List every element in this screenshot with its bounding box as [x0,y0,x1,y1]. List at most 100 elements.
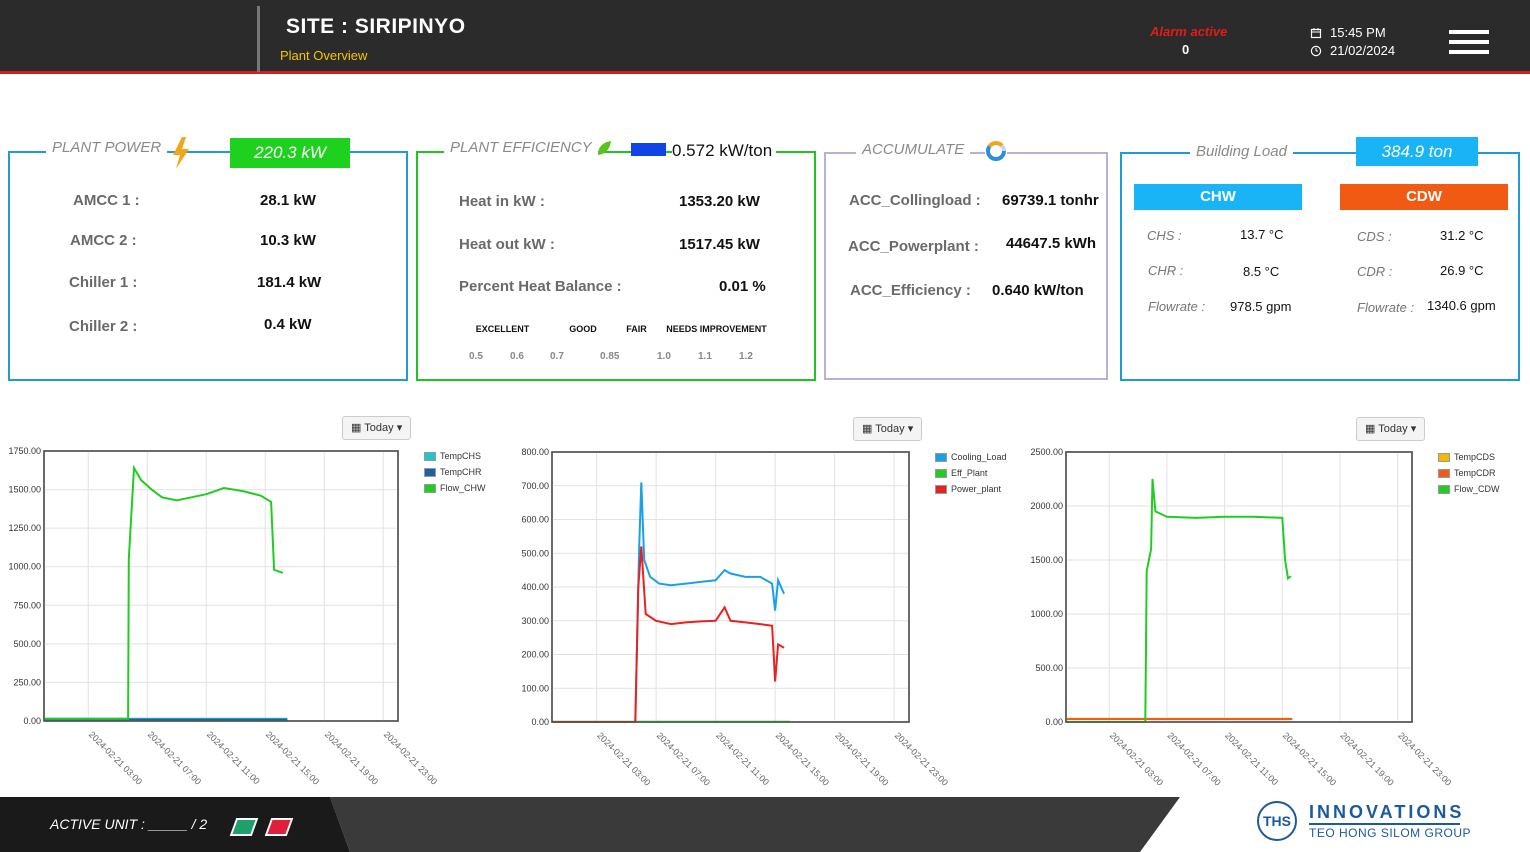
y-tick-label: 600.00 [521,515,549,525]
legend-swatch [424,483,436,493]
x-tick-label: 2024-02-21 11:00 [1223,730,1280,787]
legend-item[interactable]: Cooling_Load [935,452,1007,462]
legend-swatch [935,468,947,478]
leaf-icon [598,141,611,155]
power-row-label: AMCC 1 : [73,192,140,209]
legend-item[interactable]: Eff_Plant [935,468,1007,478]
legend-label: Cooling_Load [951,452,1007,462]
chart2-legend: Cooling_Load Eff_Plant Power_plant [935,452,1007,500]
x-tick-label: 2024-02-21 23:00 [893,730,950,787]
current-date: 21/02/2024 [1330,43,1396,58]
power-row-label: Chiller 2 : [69,318,138,335]
accumulate-row-label: ACC_Powerplant : [848,238,979,255]
power-row-value: 28.1 kW [260,192,316,209]
legend-swatch [1438,468,1450,478]
y-tick-label: 0.00 [531,717,549,727]
y-tick-label: 1500.00 [1030,555,1063,565]
calendar-icon: ▦ [862,423,873,435]
y-tick-label: 800.00 [521,447,549,457]
accumulate-row-label: ACC_Collingload : [849,192,981,209]
x-tick-label: 2024-02-21 23:00 [382,729,439,786]
legend-item[interactable]: Flow_CDW [1438,484,1500,494]
accumulate-panel [824,152,1108,380]
legend-label: Eff_Plant [951,468,988,478]
x-tick-label: 2024-02-21 15:00 [774,730,831,787]
legend-item[interactable]: TempCDS [1438,452,1500,462]
x-tick-label: 2024-02-21 19:00 [323,729,380,786]
legend-label: Flow_CHW [440,483,486,493]
y-tick-label: 0.00 [1045,717,1063,727]
y-tick-label: 400.00 [521,582,549,592]
efficiency-row-value: 1517.45 kW [679,236,760,253]
x-tick-label: 2024-02-21 03:00 [595,730,652,787]
chart-chw: 0.00 250.00 500.00 750.00 1000.00 1250.00 1500… [8,446,439,787]
range-label: Today [875,423,905,435]
menu-bar [1449,30,1489,34]
x-tick-label: 2024-02-21 03:00 [87,729,144,786]
legend-label: TempCHS [440,451,482,461]
x-tick-label: 2024-02-21 11:00 [714,730,771,787]
site-title: SITE : SIRIPINYO [286,15,466,38]
y-tick-label: 1750.00 [8,446,41,456]
power-row-value: 181.4 kW [257,274,322,291]
alarm-label[interactable]: Alarm active [1150,24,1228,39]
ths-logo-icon: THS [1257,801,1297,841]
time-row: 15:45 PM [1310,25,1386,40]
legend-swatch [1438,484,1450,494]
legend-item[interactable]: TempCDR [1438,468,1500,478]
chart2-range-button[interactable]: ▦ Today ▾ [853,417,923,441]
accumulate-row-value: 69739.1 tonhr [1002,192,1099,209]
accumulate-row-label: ACC_Efficiency : [850,282,971,299]
scale-tick: 0.7 [550,351,564,362]
y-tick-label: 1000.00 [8,562,41,572]
cdw-row-label: Flowrate : [1357,300,1415,315]
x-tick-label: 2024-02-21 19:00 [833,730,890,787]
series-line-power-plant [552,546,785,723]
y-tick-label: 2500.00 [1030,447,1063,457]
scale-segment-good: GOOD [569,324,597,334]
y-tick-label: 300.00 [521,616,549,626]
legend-swatch [935,452,947,462]
x-tick-label: 2024-02-21 19:00 [1339,730,1396,787]
current-time: 15:45 PM [1330,25,1386,40]
chart3-legend: TempCDS TempCDR Flow_CDW [1438,452,1500,500]
scale-tick: 0.85 [600,351,620,362]
caret-down-icon: ▾ [907,423,914,435]
legend-label: Flow_CDW [1454,484,1500,494]
y-tick-label: 1500.00 [8,485,41,495]
plant-efficiency-value: 0.572 kW/ton [672,141,777,161]
legend-item[interactable]: TempCHS [424,451,486,461]
y-tick-label: 500.00 [13,639,41,649]
series-line-flow-cdw [1066,478,1292,723]
range-label: Today [1378,423,1408,435]
y-tick-label: 750.00 [13,600,41,610]
calendar-icon [1310,27,1322,38]
legend-item[interactable]: Power_plant [935,484,1007,494]
building-load-panel [1120,152,1520,381]
chart1-range-button[interactable]: ▦ Today ▾ [342,416,412,440]
plot-area [1065,451,1413,723]
footer-bar [0,797,1180,852]
power-row-value: 0.4 kW [264,316,312,333]
legend-swatch [935,484,947,494]
y-tick-label: 250.00 [13,677,41,687]
caret-down-icon: ▾ [396,422,403,434]
logo-subtitle: TEO HONG SILOM GROUP [1309,826,1472,840]
y-tick-label: 200.00 [521,650,549,660]
y-tick-label: 500.00 [1035,663,1063,673]
efficiency-color-indicator [631,143,666,156]
hamburger-menu-button[interactable] [1449,30,1489,58]
alarm-count: 0 [1182,42,1190,57]
chart-cdw: 0.00 500.00 1000.00 1500.00 2000.00 2500.00 20… [1030,447,1453,788]
power-row-value: 10.3 kW [260,232,316,249]
chart3-range-button[interactable]: ▦ Today ▾ [1356,417,1426,441]
legend-item[interactable]: Flow_CHW [424,483,486,493]
efficiency-row-label: Heat out kW : [459,236,555,253]
plant-power-total: 220.3 kW [230,138,350,168]
legend-item[interactable]: TempCHR [424,467,486,477]
plot-border [1065,451,1413,723]
power-row-label: AMCC 2 : [70,232,137,249]
plant-efficiency-title: PLANT EFFICIENCY [444,139,598,156]
chw-row-label: CHR : [1148,263,1184,278]
x-tick-label: 2024-02-21 11:00 [205,729,262,786]
